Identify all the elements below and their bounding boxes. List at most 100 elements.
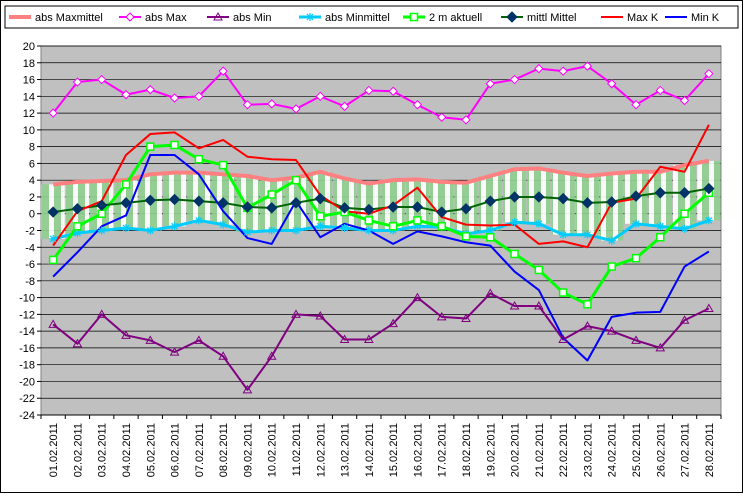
x-tick-label: 17.02.2011: [437, 423, 449, 477]
abs-min-point: [169, 347, 180, 356]
abs-max-point: [704, 68, 714, 79]
x-tick-label: 09.02.2011: [242, 423, 254, 477]
abs-max-line: [52, 65, 710, 121]
mittl-mittel-point: [654, 187, 666, 199]
abs-min-point: [436, 311, 447, 321]
x-tick-label: 11.02.2011: [291, 423, 303, 476]
x-tick-label: 01.02.2011: [48, 423, 60, 477]
abs-max-point: [655, 85, 665, 96]
y-tick-label: -18: [19, 360, 35, 372]
mittl-mittel-point: [508, 191, 521, 203]
abs-min-point: [96, 309, 107, 318]
mittl-mittel-line: [53, 187, 710, 214]
mittl-mittel-point: [703, 182, 715, 195]
abs-minmittel-line: [52, 218, 710, 243]
abs-max-point: [72, 77, 83, 87]
abs-max-point: [267, 99, 277, 109]
x-tick-label: 02.02.2011: [72, 423, 84, 477]
y-tick-label: 0: [29, 209, 35, 221]
abs-min-point: [121, 330, 131, 339]
min-k-line: [52, 154, 710, 362]
mittl-mittel-point: [411, 201, 424, 213]
mittl-mittel-point: [506, 11, 518, 23]
mittl-mittel-point: [678, 187, 691, 199]
mittl-mittel-point: [168, 193, 181, 206]
legend-label: mittl Mittel: [527, 12, 577, 24]
y-tick-label: 10: [23, 125, 35, 137]
x-tick-label: 19.02.2011: [485, 423, 497, 477]
abs-max-point: [121, 89, 131, 100]
2-m-aktuell-point: [656, 232, 665, 242]
x-tick-label: 14.02.2011: [364, 423, 376, 477]
legend-item-min-k: Min K: [665, 12, 720, 24]
legend-label: Max K: [627, 12, 659, 24]
y-tick-label: -14: [19, 326, 35, 338]
2-m-aktuell-point: [534, 265, 544, 275]
abs-max-point: [582, 61, 593, 71]
y-tick-label: 16: [23, 75, 35, 87]
abs-minmittel-point: [146, 226, 155, 235]
y-tick-label: -2: [25, 226, 35, 238]
2-m-aktuell-point: [291, 175, 301, 185]
mittl-mittel-point: [144, 194, 156, 207]
abs-min-point: [145, 335, 156, 344]
x-tick-label: 15.02.2011: [388, 423, 400, 477]
2-m-aktuell-point: [48, 255, 58, 265]
abs-max-point: [48, 108, 58, 118]
legend-label: 2 m aktuell: [429, 12, 482, 24]
2-m-aktuell-point: [486, 232, 495, 242]
x-tick-label: 27.02.2011: [680, 423, 692, 477]
mittl-mittel-point: [533, 191, 545, 203]
abs-max-point: [125, 12, 135, 22]
2-m-aktuell-point: [558, 288, 568, 297]
mittl-mittel-point: [290, 197, 302, 209]
2-m-aktuell-point: [170, 140, 179, 150]
2-m-aktuell-point: [461, 232, 471, 241]
2-m-aktuell-point: [364, 216, 374, 225]
abs-min-point: [266, 351, 277, 360]
abs-max-point: [169, 93, 180, 103]
y-tick-label: 20: [23, 41, 35, 53]
abs-min-point: [461, 313, 471, 323]
2-m-aktuell-point: [631, 253, 641, 263]
abs-minmittel-point: [510, 218, 519, 227]
band-segment: [430, 181, 454, 228]
mittl-mittel-point: [47, 206, 59, 218]
abs-max-point: [194, 91, 204, 102]
legend: abs Maxmittel abs Max abs Min abs Minmittel…: [4, 5, 739, 29]
x-tick-label: 26.02.2011: [655, 423, 667, 477]
x-tick-label: 13.02.2011: [340, 423, 352, 477]
abs-minmittel-point: [632, 219, 640, 228]
abs-min-point: [558, 334, 569, 344]
y-tick-label: 6: [29, 158, 35, 170]
abs-max-point: [97, 74, 107, 85]
abs-min-point: [242, 384, 253, 394]
mittl-mittel-point: [363, 203, 375, 216]
y-tick-label: -10: [19, 293, 35, 305]
abs-max-point: [364, 85, 374, 96]
abs-max-point: [145, 84, 155, 95]
mittl-mittel-point: [266, 202, 278, 214]
x-tick-label: 21.02.2011: [534, 423, 546, 477]
x-tick-label: 28.02.2011: [704, 423, 716, 477]
abs-min-point: [193, 335, 204, 344]
abs-minmittel-point: [340, 223, 349, 232]
abs-max-point: [631, 99, 641, 110]
y-tick-label: 18: [23, 58, 35, 70]
y-tick-label: -24: [19, 410, 35, 422]
abs-minmittel-point: [413, 222, 422, 231]
2-m-aktuell-point: [121, 180, 131, 189]
abs-minmittel-point: [306, 13, 314, 21]
legend-label: Min K: [691, 12, 720, 24]
abs-min-point: [291, 309, 301, 318]
abs-minmittel-point: [559, 230, 568, 239]
legend-item-abs-maxmittel: abs Maxmittel: [9, 12, 103, 24]
abs-minmittel-point: [49, 234, 58, 243]
abs-min-point: [703, 303, 714, 312]
abs-minmittel-point: [73, 229, 82, 238]
y-tick-label: 14: [23, 91, 35, 103]
x-tick-label: 12.02.2011: [315, 423, 327, 477]
mittl-mittel-point: [241, 201, 254, 213]
abs-min-point: [679, 315, 690, 324]
x-tick-label: 23.02.2011: [582, 423, 594, 477]
